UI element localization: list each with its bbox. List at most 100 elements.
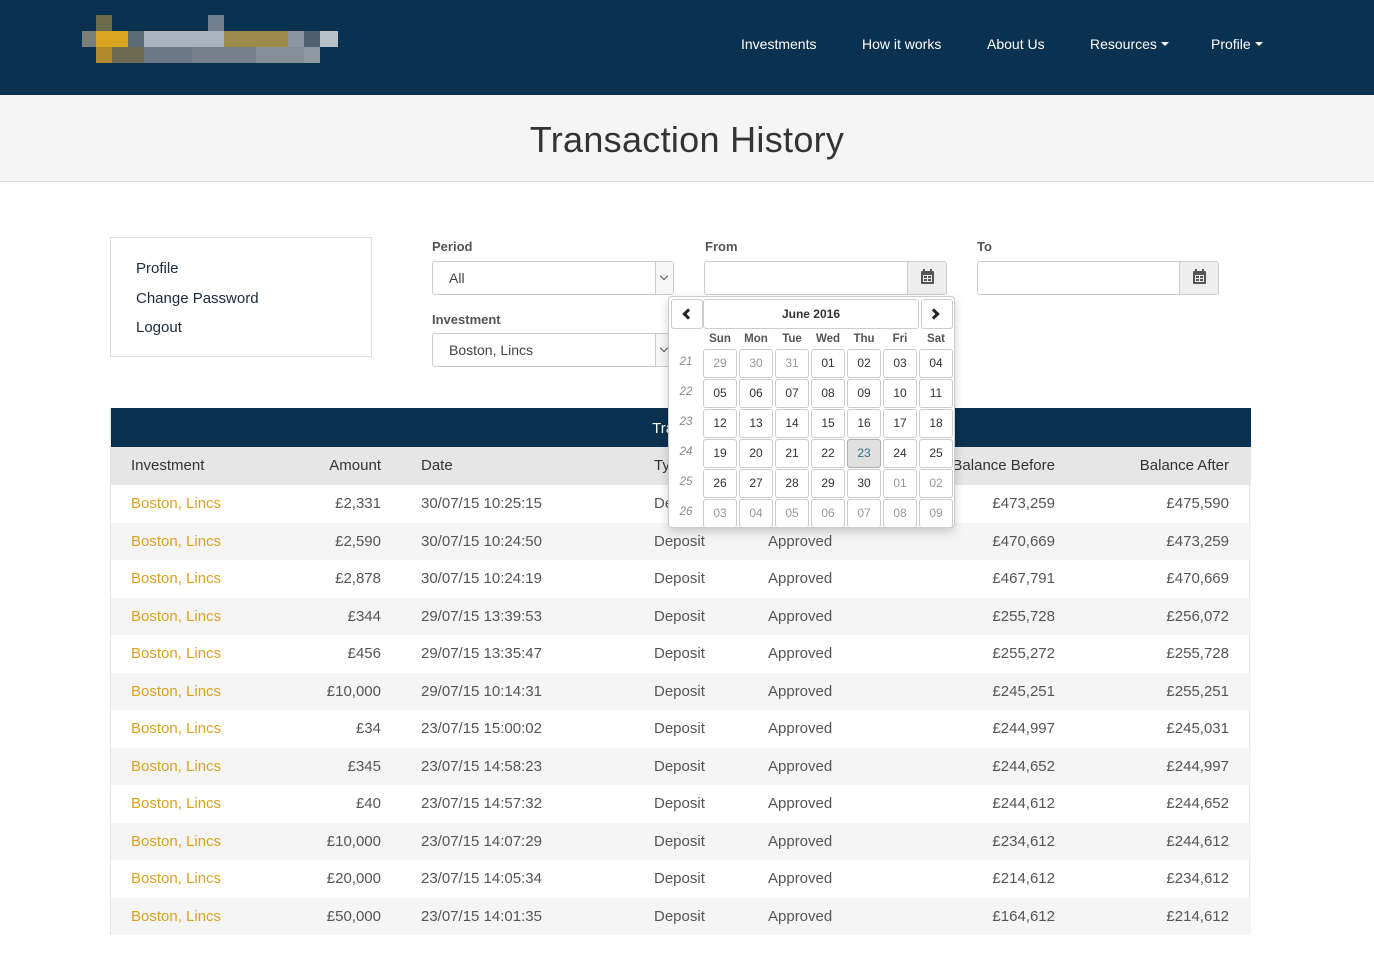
datepicker-month-switch[interactable]: June 2016: [703, 299, 919, 329]
cell-balance-before: £164,612: [992, 907, 1055, 925]
cell-amount: £456: [347, 645, 381, 662]
datepicker-day[interactable]: 03: [703, 499, 737, 528]
cell-investment-link[interactable]: Boston, Lincs: [131, 720, 222, 737]
datepicker-day[interactable]: 25: [919, 439, 953, 468]
datepicker-day[interactable]: 26: [703, 469, 737, 498]
nav-how-it-works[interactable]: How it works: [862, 36, 941, 52]
nav-profile-dropdown[interactable]: Profile: [1211, 36, 1263, 52]
cell-balance-before: £255,272: [992, 645, 1055, 662]
datepicker-day[interactable]: 22: [811, 439, 845, 468]
cell-investment-link[interactable]: Boston, Lincs: [131, 645, 222, 662]
nav-about-us[interactable]: About Us: [987, 36, 1045, 52]
datepicker-dow: Tue: [782, 333, 802, 345]
datepicker-day[interactable]: 13: [739, 409, 773, 438]
cell-investment-link[interactable]: Boston, Lincs: [131, 795, 222, 812]
datepicker-prev-button[interactable]: [671, 299, 703, 329]
cell-investment-link[interactable]: Boston, Lincs: [131, 832, 222, 850]
datepicker-day[interactable]: 31: [775, 349, 809, 378]
to-date-input[interactable]: [978, 262, 1180, 294]
side-link-logout[interactable]: Logout: [136, 319, 182, 336]
side-link-change-password[interactable]: Change Password: [136, 290, 259, 307]
datepicker-day[interactable]: 07: [847, 499, 881, 528]
datepicker-day[interactable]: 18: [919, 409, 953, 438]
cell-balance-before: £244,997: [992, 720, 1055, 737]
datepicker-day[interactable]: 17: [883, 409, 917, 438]
datepicker-day[interactable]: 14: [775, 409, 809, 438]
datepicker-day[interactable]: 16: [847, 409, 881, 438]
cell-investment-link[interactable]: Boston, Lincs: [131, 570, 222, 587]
datepicker-day[interactable]: 29: [811, 469, 845, 498]
datepicker-day[interactable]: 04: [739, 499, 773, 528]
datepicker-day[interactable]: 01: [811, 349, 845, 378]
cell-status: Approved: [768, 607, 833, 625]
cell-type: Deposit: [654, 682, 705, 700]
cell-investment-link[interactable]: Boston, Lincs: [131, 532, 222, 550]
datepicker-day[interactable]: 19: [703, 439, 737, 468]
cell-type: Deposit: [654, 607, 705, 625]
from-calendar-button[interactable]: [907, 262, 946, 294]
datepicker-day[interactable]: 29: [703, 349, 737, 378]
datepicker-day[interactable]: 28: [775, 469, 809, 498]
datepicker-day[interactable]: 02: [847, 349, 881, 378]
datepicker-day[interactable]: 06: [739, 379, 773, 408]
to-calendar-button[interactable]: [1179, 262, 1218, 294]
datepicker-day[interactable]: 08: [883, 499, 917, 528]
cell-type: Deposit: [654, 532, 705, 550]
datepicker-day[interactable]: 27: [739, 469, 773, 498]
col-date: Date: [421, 457, 453, 474]
cell-investment-link[interactable]: Boston, Lincs: [131, 607, 222, 625]
cell-status: Approved: [768, 870, 833, 887]
table-row: Boston, Lincs £456 29/07/15 13:35:47 Deposi…: [111, 635, 1251, 673]
nav-investments[interactable]: Investments: [741, 36, 816, 52]
datepicker-day[interactable]: 06: [811, 499, 845, 528]
cell-investment-link[interactable]: Boston, Lincs: [131, 870, 222, 887]
datepicker-day[interactable]: 09: [847, 379, 881, 408]
cell-type: Deposit: [654, 570, 705, 587]
side-link-profile[interactable]: Profile: [136, 260, 179, 277]
datepicker-day[interactable]: 01: [883, 469, 917, 498]
period-select[interactable]: All: [432, 261, 674, 295]
datepicker-day[interactable]: 30: [847, 469, 881, 498]
datepicker-day[interactable]: 07: [775, 379, 809, 408]
cell-balance-before: £467,791: [992, 570, 1055, 587]
brand-logo[interactable]: [82, 15, 338, 63]
datepicker-day[interactable]: 24: [883, 439, 917, 468]
datepicker-day[interactable]: 08: [811, 379, 845, 408]
datepicker-day[interactable]: 04: [919, 349, 953, 378]
cell-amount: £50,000: [326, 907, 381, 925]
page-header: Transaction History: [0, 95, 1374, 182]
datepicker-day[interactable]: 05: [775, 499, 809, 528]
nav-resources-dropdown[interactable]: Resources: [1090, 36, 1169, 52]
datepicker-day[interactable]: 21: [775, 439, 809, 468]
datepicker-next-button[interactable]: [921, 299, 953, 329]
datepicker-day[interactable]: 02: [919, 469, 953, 498]
cell-date: 30/07/15 10:25:15: [421, 495, 542, 512]
cell-balance-after: £475,590: [1166, 495, 1229, 512]
datepicker-day[interactable]: 05: [703, 379, 737, 408]
datepicker-day[interactable]: 30: [739, 349, 773, 378]
datepicker-day[interactable]: 12: [703, 409, 737, 438]
from-date-input[interactable]: [705, 262, 908, 294]
datepicker-day[interactable]: 10: [883, 379, 917, 408]
cell-date: 23/07/15 15:00:02: [421, 720, 542, 737]
cell-investment-link[interactable]: Boston, Lincs: [131, 907, 222, 925]
period-label: Period: [432, 239, 473, 254]
datepicker-day[interactable]: 20: [739, 439, 773, 468]
investment-select-value: Boston, Lincs: [449, 342, 534, 358]
cell-balance-after: £256,072: [1166, 607, 1229, 625]
datepicker-day-today[interactable]: 23: [847, 439, 881, 468]
cell-investment-link[interactable]: Boston, Lincs: [131, 757, 222, 775]
datepicker-day[interactable]: 15: [811, 409, 845, 438]
datepicker-day[interactable]: 09: [919, 499, 953, 528]
chevron-left-icon: [682, 308, 694, 320]
datepicker-day[interactable]: 11: [919, 379, 953, 408]
datepicker-popup: June 2016 Sun Mon Tue Wed Thu Fri Sat 21 29 30 31 0…: [668, 296, 955, 528]
table-row: Boston, Lincs £34 23/07/15 15:00:02 Deposit…: [111, 710, 1251, 748]
table-row: Boston, Lincs £20,000 23/07/15 14:05:34 Dep…: [111, 860, 1251, 898]
investment-select[interactable]: Boston, Lincs: [432, 333, 674, 367]
datepicker-day[interactable]: 03: [883, 349, 917, 378]
cell-investment-link[interactable]: Boston, Lincs: [131, 495, 222, 512]
cell-investment-link[interactable]: Boston, Lincs: [131, 682, 222, 700]
cell-status: Approved: [768, 757, 833, 775]
table-row: Boston, Lincs £10,000 29/07/15 10:14:31 Dep…: [111, 672, 1251, 710]
